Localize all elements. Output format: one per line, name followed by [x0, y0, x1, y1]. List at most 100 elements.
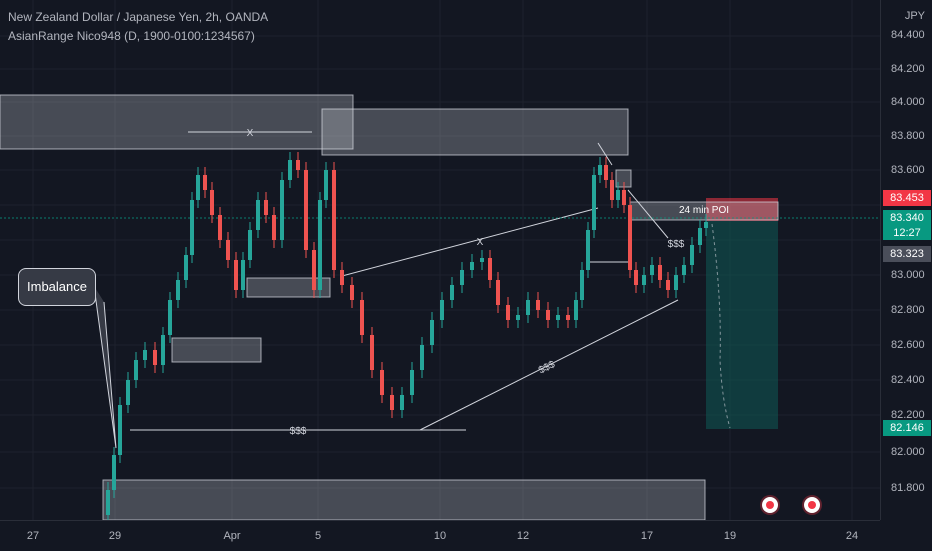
candle-bull [112, 455, 116, 490]
candle-bull [690, 245, 694, 265]
time-label: 17 [640, 530, 654, 542]
candle-bull [556, 315, 560, 320]
candle-bull [280, 180, 284, 240]
candle-bear [153, 350, 157, 365]
candle-bear [604, 165, 608, 180]
price-label: 84.200 [891, 63, 925, 75]
candle-bear [610, 180, 614, 200]
price-label: 84.400 [891, 29, 925, 41]
candle-bull [241, 260, 245, 290]
candle-bull [168, 300, 172, 335]
candle-bull [134, 360, 138, 380]
candle-bull [256, 200, 260, 230]
price-label: 81.800 [891, 482, 925, 494]
price-label: 82.800 [891, 304, 925, 316]
imbalance-pointer [93, 285, 117, 449]
candle-bull [324, 170, 328, 200]
x-label-mid: X [477, 237, 484, 248]
price-label: 84.000 [891, 96, 925, 108]
candle-bull [318, 200, 322, 290]
bar-countdown: 12:27 [883, 226, 931, 240]
target-price-tag[interactable]: 82.146 [883, 420, 931, 436]
imbalance-callout[interactable]: Imbalance [18, 268, 96, 306]
price-label: 83.000 [891, 269, 925, 281]
candle-bear [203, 175, 207, 190]
candle-bull [650, 265, 654, 275]
wedge-line [597, 142, 613, 166]
candle-bull [642, 275, 646, 285]
candle-bull [106, 490, 110, 515]
symbol-title[interactable]: New Zealand Dollar / Japanese Yen, 2h, O… [8, 10, 269, 24]
time-label: 27 [26, 530, 40, 542]
candle-bull [704, 222, 708, 228]
candle-bear [296, 160, 300, 170]
candle-bull [248, 230, 252, 260]
candle-bull [184, 255, 188, 280]
candle-bear [566, 315, 570, 320]
stop-price-tag[interactable]: 83.453 [883, 190, 931, 206]
candle-bull [161, 335, 165, 365]
candle-bull [682, 265, 686, 275]
candle-bull [574, 300, 578, 320]
time-label: Apr [223, 530, 241, 542]
liquidity-label-low: $$$ [290, 426, 307, 437]
candle-bull [190, 200, 194, 255]
candle-bear [264, 200, 268, 215]
candle-bull [440, 300, 444, 320]
candle-bull [470, 262, 474, 270]
candle-bear [488, 258, 492, 280]
alert-circle-icon[interactable] [760, 495, 780, 515]
time-label: 24 [845, 530, 859, 542]
candle-bear [210, 190, 214, 215]
candle-bear [304, 170, 308, 250]
zone-top-left [0, 94, 354, 150]
candle-bear [496, 280, 500, 305]
candle-bull [698, 228, 702, 245]
last-price-tag[interactable]: 83.323 [883, 246, 931, 262]
candle-bear [634, 270, 638, 285]
candle-bear [360, 300, 364, 335]
candle-bear [380, 370, 384, 395]
lower-channel-line [419, 299, 679, 431]
candles [106, 152, 708, 520]
stop-zone [706, 198, 778, 221]
candle-bull [126, 380, 130, 405]
current-price-tag[interactable]: 83.340 [883, 210, 931, 226]
liquidity-label-right: $$$ [668, 239, 685, 250]
candle-bull [143, 350, 147, 360]
candle-bear [628, 205, 632, 270]
chart-canvas[interactable]: X X $$$ $$$ $$$ [0, 0, 880, 520]
price-label: 82.000 [891, 446, 925, 458]
candle-bull [420, 345, 424, 370]
zone-small-1 [246, 277, 331, 298]
candle-bull [288, 160, 292, 180]
candle-bull [196, 175, 200, 200]
chart-area[interactable]: X X $$$ $$$ $$$ New Zealand Dollar / Jap… [0, 0, 880, 520]
candle-bull [592, 175, 596, 230]
alert-circle-icon[interactable] [802, 495, 822, 515]
time-axis[interactable]: 27 29 Apr 5 10 12 17 19 24 [0, 520, 880, 551]
time-label: 19 [723, 530, 737, 542]
candle-bull [480, 258, 484, 262]
candle-bear [546, 310, 550, 320]
currency-label[interactable]: JPY [904, 10, 925, 22]
wedge-line-2 [627, 189, 669, 239]
candle-bear [332, 170, 336, 270]
target-zone [706, 221, 778, 429]
supply-demand-zones [0, 94, 779, 520]
candle-bear [226, 240, 230, 260]
candle-bull [410, 370, 414, 395]
zone-small-2 [171, 337, 262, 363]
candle-bull [516, 315, 520, 320]
candle-bear [312, 250, 316, 290]
candle-bear [272, 215, 276, 240]
trend-lines [0, 131, 880, 449]
indicator-label[interactable]: AsianRange Nico948 (D, 1900-0100:1234567… [8, 29, 255, 43]
price-label: 82.200 [891, 409, 925, 421]
time-label: 29 [108, 530, 122, 542]
upper-channel-line [341, 207, 599, 277]
candle-bull [598, 165, 602, 175]
candle-bull [400, 395, 404, 410]
price-axis[interactable]: JPY 84.400 84.200 84.000 83.800 83.600 8… [880, 0, 932, 520]
candle-bull [450, 285, 454, 300]
